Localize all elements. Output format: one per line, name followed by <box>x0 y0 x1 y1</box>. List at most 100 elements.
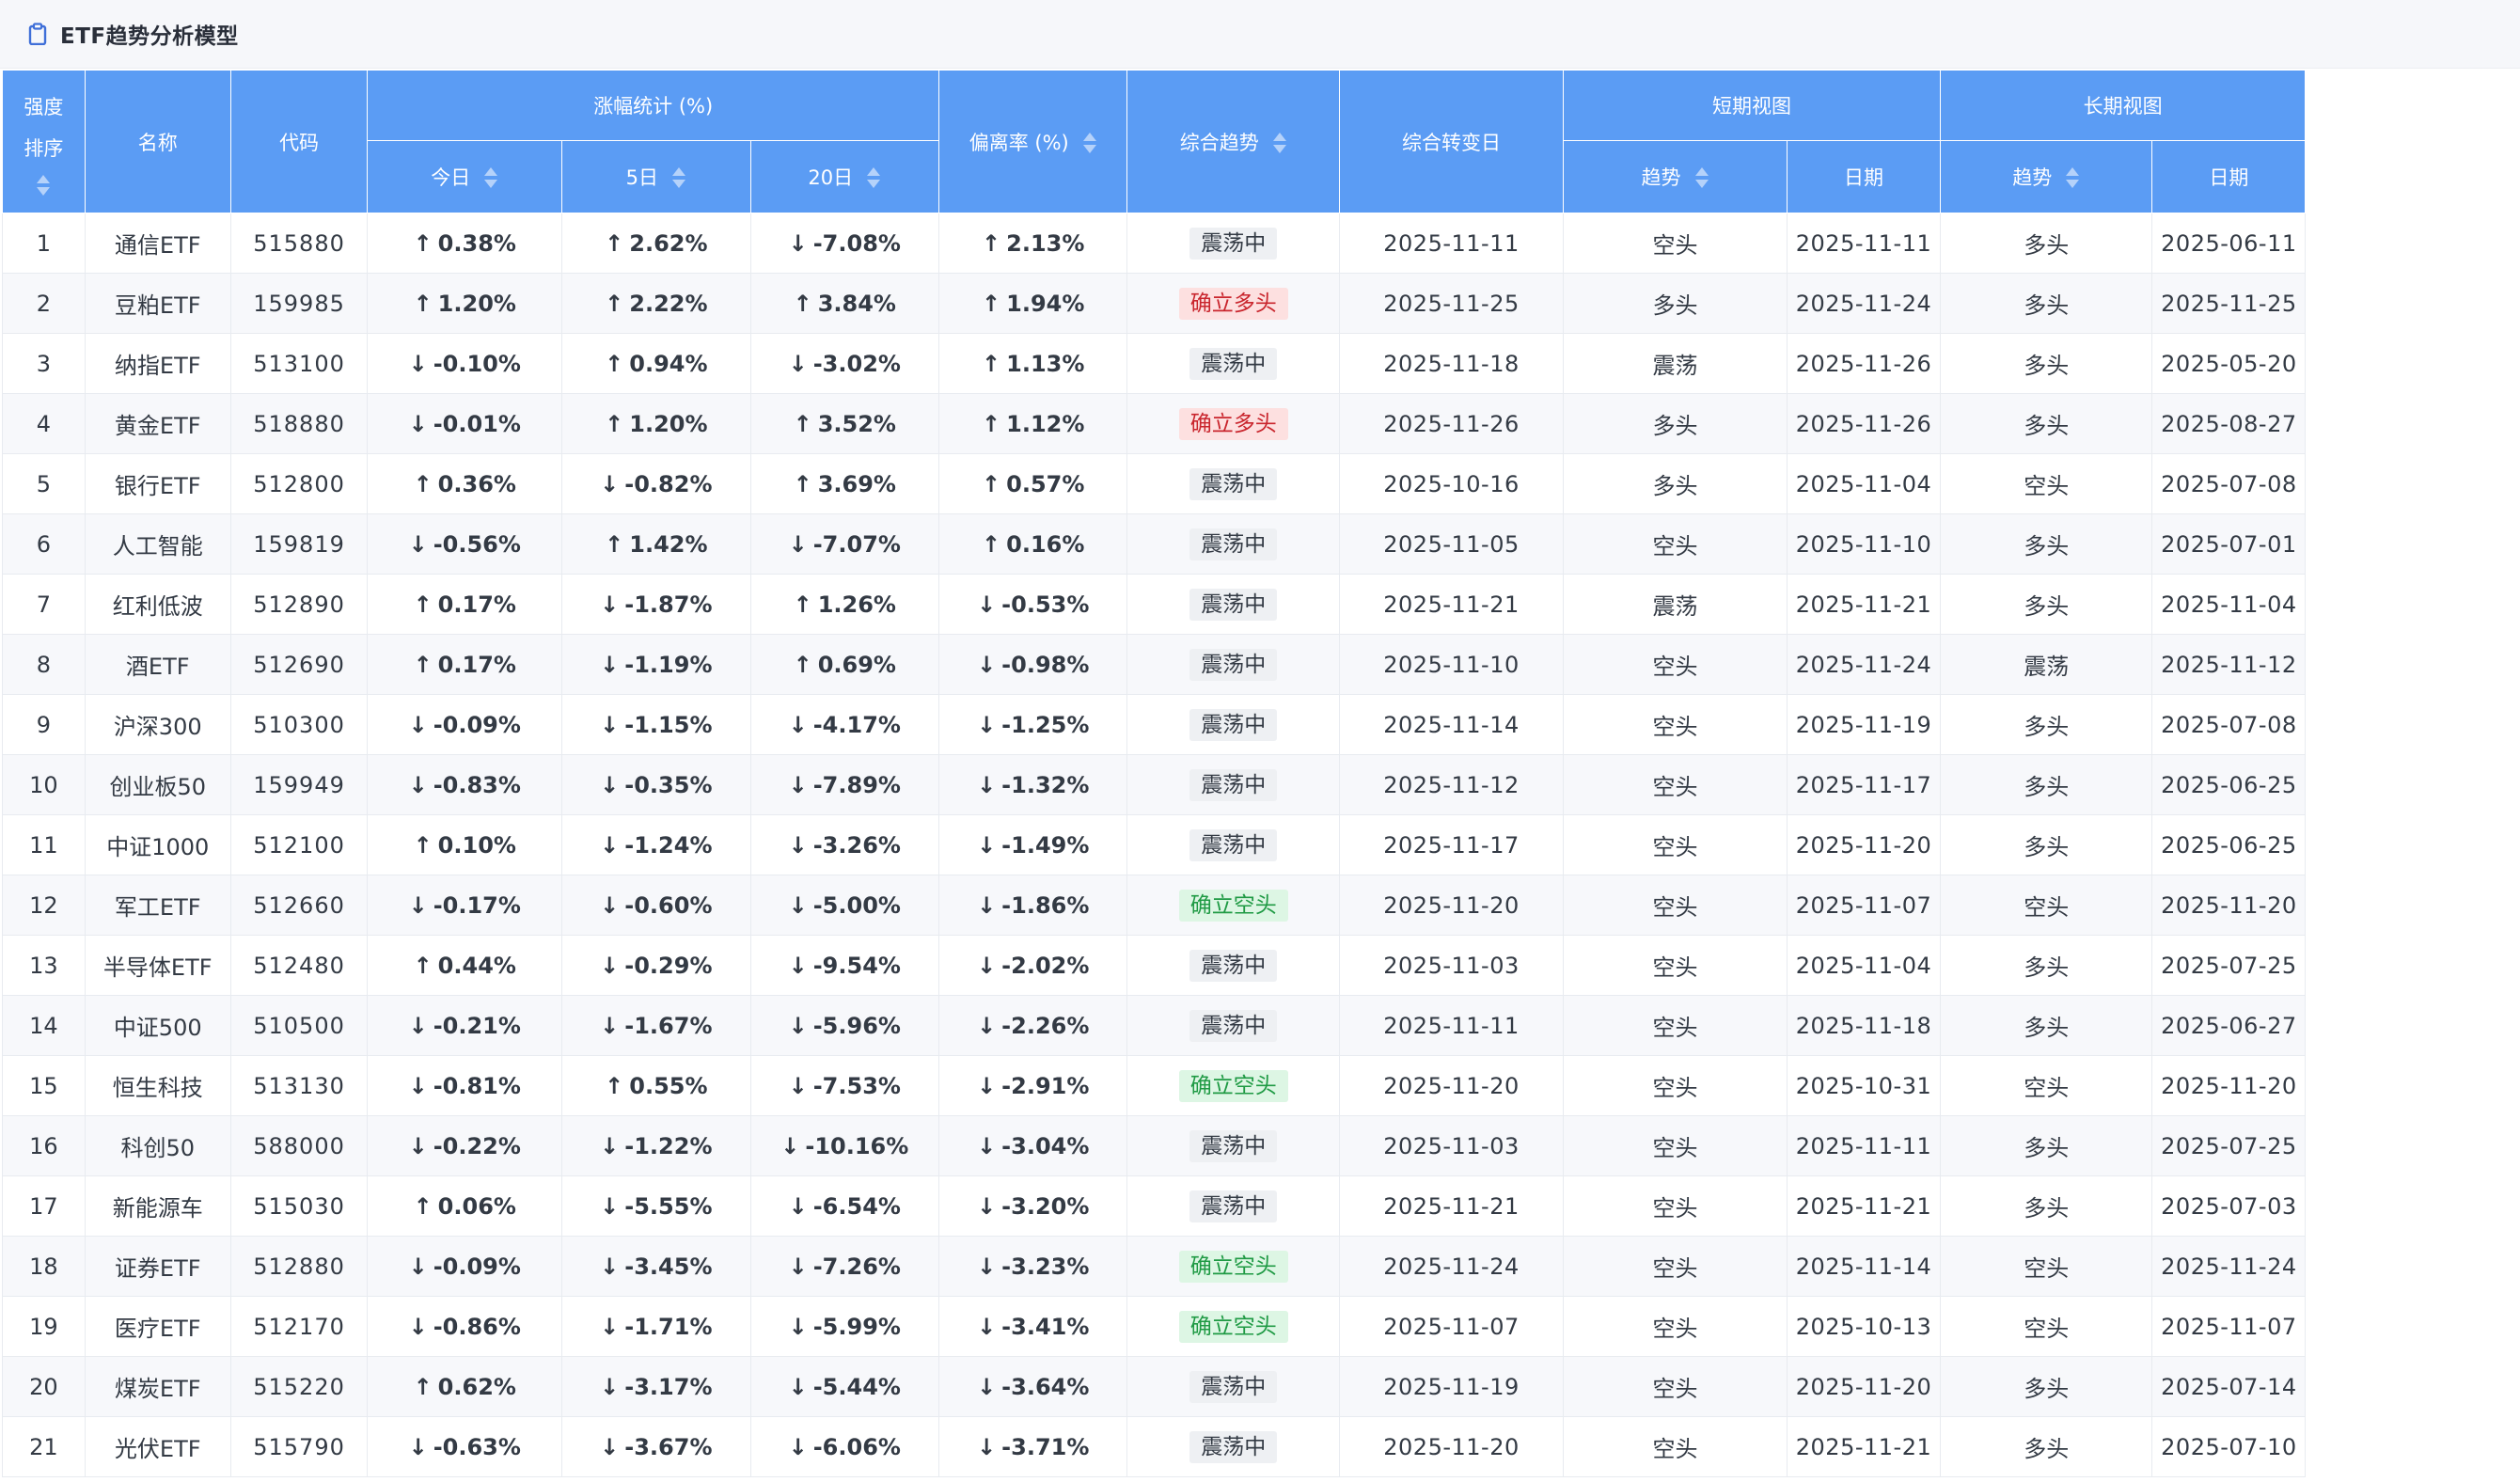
table-row[interactable]: 4 黄金ETF 518880 ↓ -0.01% ↑ 1.20% ↑ 3.52% ↑ 1.12% 确立多… <box>2 393 2518 454</box>
etf-code-link[interactable]: 512480 <box>229 935 369 996</box>
etf-code-link[interactable]: 512890 <box>229 574 369 635</box>
short-date-cell: 2025-11-26 <box>1787 333 1941 394</box>
etf-name-link[interactable]: 科创50 <box>84 1115 231 1176</box>
etf-code-link[interactable]: 515790 <box>229 1416 369 1477</box>
deviation-cell: ↑ 2.13% <box>938 213 1128 274</box>
long-trend-cell: 多头 <box>1939 1175 2153 1237</box>
table-row[interactable]: 1 通信ETF 515880 ↑ 0.38% ↑ 2.62% ↓ -7.08% ↑ 2.13% 震荡中… <box>2 213 2518 274</box>
col-short-trend[interactable]: 趋势 <box>1563 140 1788 213</box>
short-date-cell: 2025-11-21 <box>1787 574 1941 635</box>
five-day-change-cell: ↓ -5.55% <box>561 1175 751 1237</box>
etf-code-link[interactable]: 510300 <box>229 694 369 755</box>
etf-code-link[interactable]: 512800 <box>229 453 369 514</box>
etf-code-link[interactable]: 515030 <box>229 1175 369 1237</box>
etf-name-link[interactable]: 医疗ETF <box>84 1296 231 1357</box>
etf-code-link[interactable]: 515220 <box>229 1356 369 1417</box>
twenty-day-change-cell-value: -9.54% <box>812 952 901 979</box>
etf-name-link[interactable]: 恒生科技 <box>84 1055 231 1116</box>
rank-cell: 20 <box>2 1356 86 1417</box>
table-row[interactable]: 5 银行ETF 512800 ↑ 0.36% ↓ -0.82% ↑ 3.69% ↑ 0.57% 震荡中… <box>2 453 2518 514</box>
etf-name-link[interactable]: 中证500 <box>84 995 231 1056</box>
etf-name-link[interactable]: 光伏ETF <box>84 1416 231 1477</box>
col-rank[interactable]: 强度 排序 <box>2 70 86 213</box>
etf-code-link[interactable]: 512690 <box>229 634 369 695</box>
table-row[interactable]: 17 新能源车 515030 ↑ 0.06% ↓ -5.55% ↓ -6.54% ↓ -3.20% 震… <box>2 1175 2518 1237</box>
etf-name-link[interactable]: 证券ETF <box>84 1236 231 1297</box>
etf-name-link[interactable]: 创业板50 <box>84 754 231 815</box>
etf-name-link[interactable]: 酒ETF <box>84 634 231 695</box>
etf-code-link[interactable]: 513100 <box>229 333 369 394</box>
etf-code-link[interactable]: 513130 <box>229 1055 369 1116</box>
table-row[interactable]: 20 煤炭ETF 515220 ↑ 0.62% ↓ -3.17% ↓ -5.44% ↓ -3.64%… <box>2 1356 2518 1417</box>
long-date-cell: 2025-06-27 <box>2151 995 2307 1056</box>
arrow-down-icon: ↓ <box>977 1433 997 1460</box>
etf-code-link[interactable]: 159985 <box>229 273 369 334</box>
etf-code-link[interactable]: 512880 <box>229 1236 369 1297</box>
short-date-cell: 2025-11-04 <box>1787 453 1941 514</box>
short-trend-cell: 空头 <box>1563 513 1788 575</box>
overall-trend-cell: 确立空头 <box>1126 875 1340 936</box>
table-row[interactable]: 12 军工ETF 512660 ↓ -0.17% ↓ -0.60% ↓ -5.00% ↓ -1.86… <box>2 875 2518 936</box>
etf-code-link[interactable]: 159949 <box>229 754 369 815</box>
etf-code-link[interactable]: 512100 <box>229 814 369 875</box>
etf-name-link[interactable]: 银行ETF <box>84 453 231 514</box>
etf-name-link[interactable]: 军工ETF <box>84 875 231 936</box>
etf-name-link[interactable]: 半导体ETF <box>84 935 231 996</box>
sort-today-icon[interactable] <box>483 167 498 190</box>
long-date-cell: 2025-07-14 <box>2151 1356 2307 1417</box>
arrow-down-icon: ↓ <box>600 470 620 497</box>
table-row[interactable]: 6 人工智能 159819 ↓ -0.56% ↑ 1.42% ↓ -7.07% ↑ 0.16% 震荡中… <box>2 513 2518 575</box>
table-row[interactable]: 7 红利低波 512890 ↑ 0.17% ↓ -1.87% ↑ 1.26% ↓ -0.53% 震荡中… <box>2 574 2518 635</box>
col-deviation[interactable]: 偏离率 (%) <box>938 70 1128 213</box>
etf-code-link[interactable]: 512660 <box>229 875 369 936</box>
long-date-cell: 2025-08-27 <box>2151 393 2307 454</box>
etf-name-link[interactable]: 通信ETF <box>84 213 231 274</box>
etf-name-link[interactable]: 沪深300 <box>84 694 231 755</box>
etf-name-link[interactable]: 新能源车 <box>84 1175 231 1237</box>
col-long-trend[interactable]: 趋势 <box>1939 140 2153 213</box>
etf-code-link[interactable]: 515880 <box>229 213 369 274</box>
table-row[interactable]: 8 酒ETF 512690 ↑ 0.17% ↓ -1.19% ↑ 0.69% ↓ -0.98% 震荡中… <box>2 634 2518 695</box>
table-row[interactable]: 14 中证500 510500 ↓ -0.21% ↓ -1.67% ↓ -5.96% ↓ -2.26… <box>2 995 2518 1056</box>
sort-short-trend-icon[interactable] <box>1694 167 1709 190</box>
sort-deviation-icon[interactable] <box>1082 132 1097 155</box>
sort-20d-icon[interactable] <box>866 167 881 190</box>
sort-overall-icon[interactable] <box>1272 132 1287 155</box>
etf-code-link[interactable]: 512170 <box>229 1296 369 1357</box>
overall-trend-badge: 确立多头 <box>1178 287 1288 320</box>
etf-code-link[interactable]: 159819 <box>229 513 369 575</box>
table-row[interactable]: 21 光伏ETF 515790 ↓ -0.63% ↓ -3.67% ↓ -6.06% ↓ -3.71… <box>2 1416 2518 1477</box>
table-row[interactable]: 2 豆粕ETF 159985 ↑ 1.20% ↑ 2.22% ↑ 3.84% ↑ 1.94% 确立多头… <box>2 273 2518 334</box>
etf-name-link[interactable]: 煤炭ETF <box>84 1356 231 1417</box>
col-today[interactable]: 今日 <box>367 140 563 213</box>
table-row[interactable]: 18 证券ETF 512880 ↓ -0.09% ↓ -3.45% ↓ -7.26% ↓ -3.23… <box>2 1236 2518 1297</box>
etf-name-link[interactable]: 人工智能 <box>84 513 231 575</box>
etf-code-link[interactable]: 588000 <box>229 1115 369 1176</box>
table-row[interactable]: 11 中证1000 512100 ↑ 0.10% ↓ -1.24% ↓ -3.26% ↓ -1.49… <box>2 814 2518 875</box>
col-overall[interactable]: 综合趋势 <box>1126 70 1340 213</box>
overall-change-date: 2025-11-07 <box>1338 1296 1565 1357</box>
etf-code-link[interactable]: 510500 <box>229 995 369 1056</box>
sort-rank-icon[interactable] <box>36 174 51 197</box>
col-5d[interactable]: 5日 <box>561 140 751 213</box>
long-trend-cell: 多头 <box>1939 1115 2153 1176</box>
etf-name-link[interactable]: 中证1000 <box>84 814 231 875</box>
sort-5d-icon[interactable] <box>671 167 686 190</box>
table-row[interactable]: 16 科创50 588000 ↓ -0.22% ↓ -1.22% ↓ -10.16% ↓ -3.04… <box>2 1115 2518 1176</box>
table-row[interactable]: 10 创业板50 159949 ↓ -0.83% ↓ -0.35% ↓ -7.89% ↓ -1.32… <box>2 754 2518 815</box>
table-row[interactable]: 15 恒生科技 513130 ↓ -0.81% ↑ 0.55% ↓ -7.53% ↓ -2.91% 确… <box>2 1055 2518 1116</box>
col-20d[interactable]: 20日 <box>749 140 940 213</box>
etf-name-link[interactable]: 红利低波 <box>84 574 231 635</box>
table-row[interactable]: 13 半导体ETF 512480 ↑ 0.44% ↓ -0.29% ↓ -9.54% ↓ -2.02… <box>2 935 2518 996</box>
five-day-change-cell: ↑ 2.22% <box>561 273 751 334</box>
sort-long-trend-icon[interactable] <box>2065 167 2080 190</box>
table-row[interactable]: 9 沪深300 510300 ↓ -0.09% ↓ -1.15% ↓ -4.17% ↓ -1.25%… <box>2 694 2518 755</box>
table-row[interactable]: 3 纳指ETF 513100 ↓ -0.10% ↑ 0.94% ↓ -3.02% ↑ 1.13% 震荡… <box>2 333 2518 394</box>
short-trend-cell: 空头 <box>1563 694 1788 755</box>
etf-code-link[interactable]: 518880 <box>229 393 369 454</box>
etf-name-link[interactable]: 纳指ETF <box>84 333 231 394</box>
overall-trend-badge: 震荡中 <box>1189 828 1278 861</box>
table-row[interactable]: 19 医疗ETF 512170 ↓ -0.86% ↓ -1.71% ↓ -5.99% ↓ -3.41… <box>2 1296 2518 1357</box>
etf-name-link[interactable]: 黄金ETF <box>84 393 231 454</box>
etf-name-link[interactable]: 豆粕ETF <box>84 273 231 334</box>
